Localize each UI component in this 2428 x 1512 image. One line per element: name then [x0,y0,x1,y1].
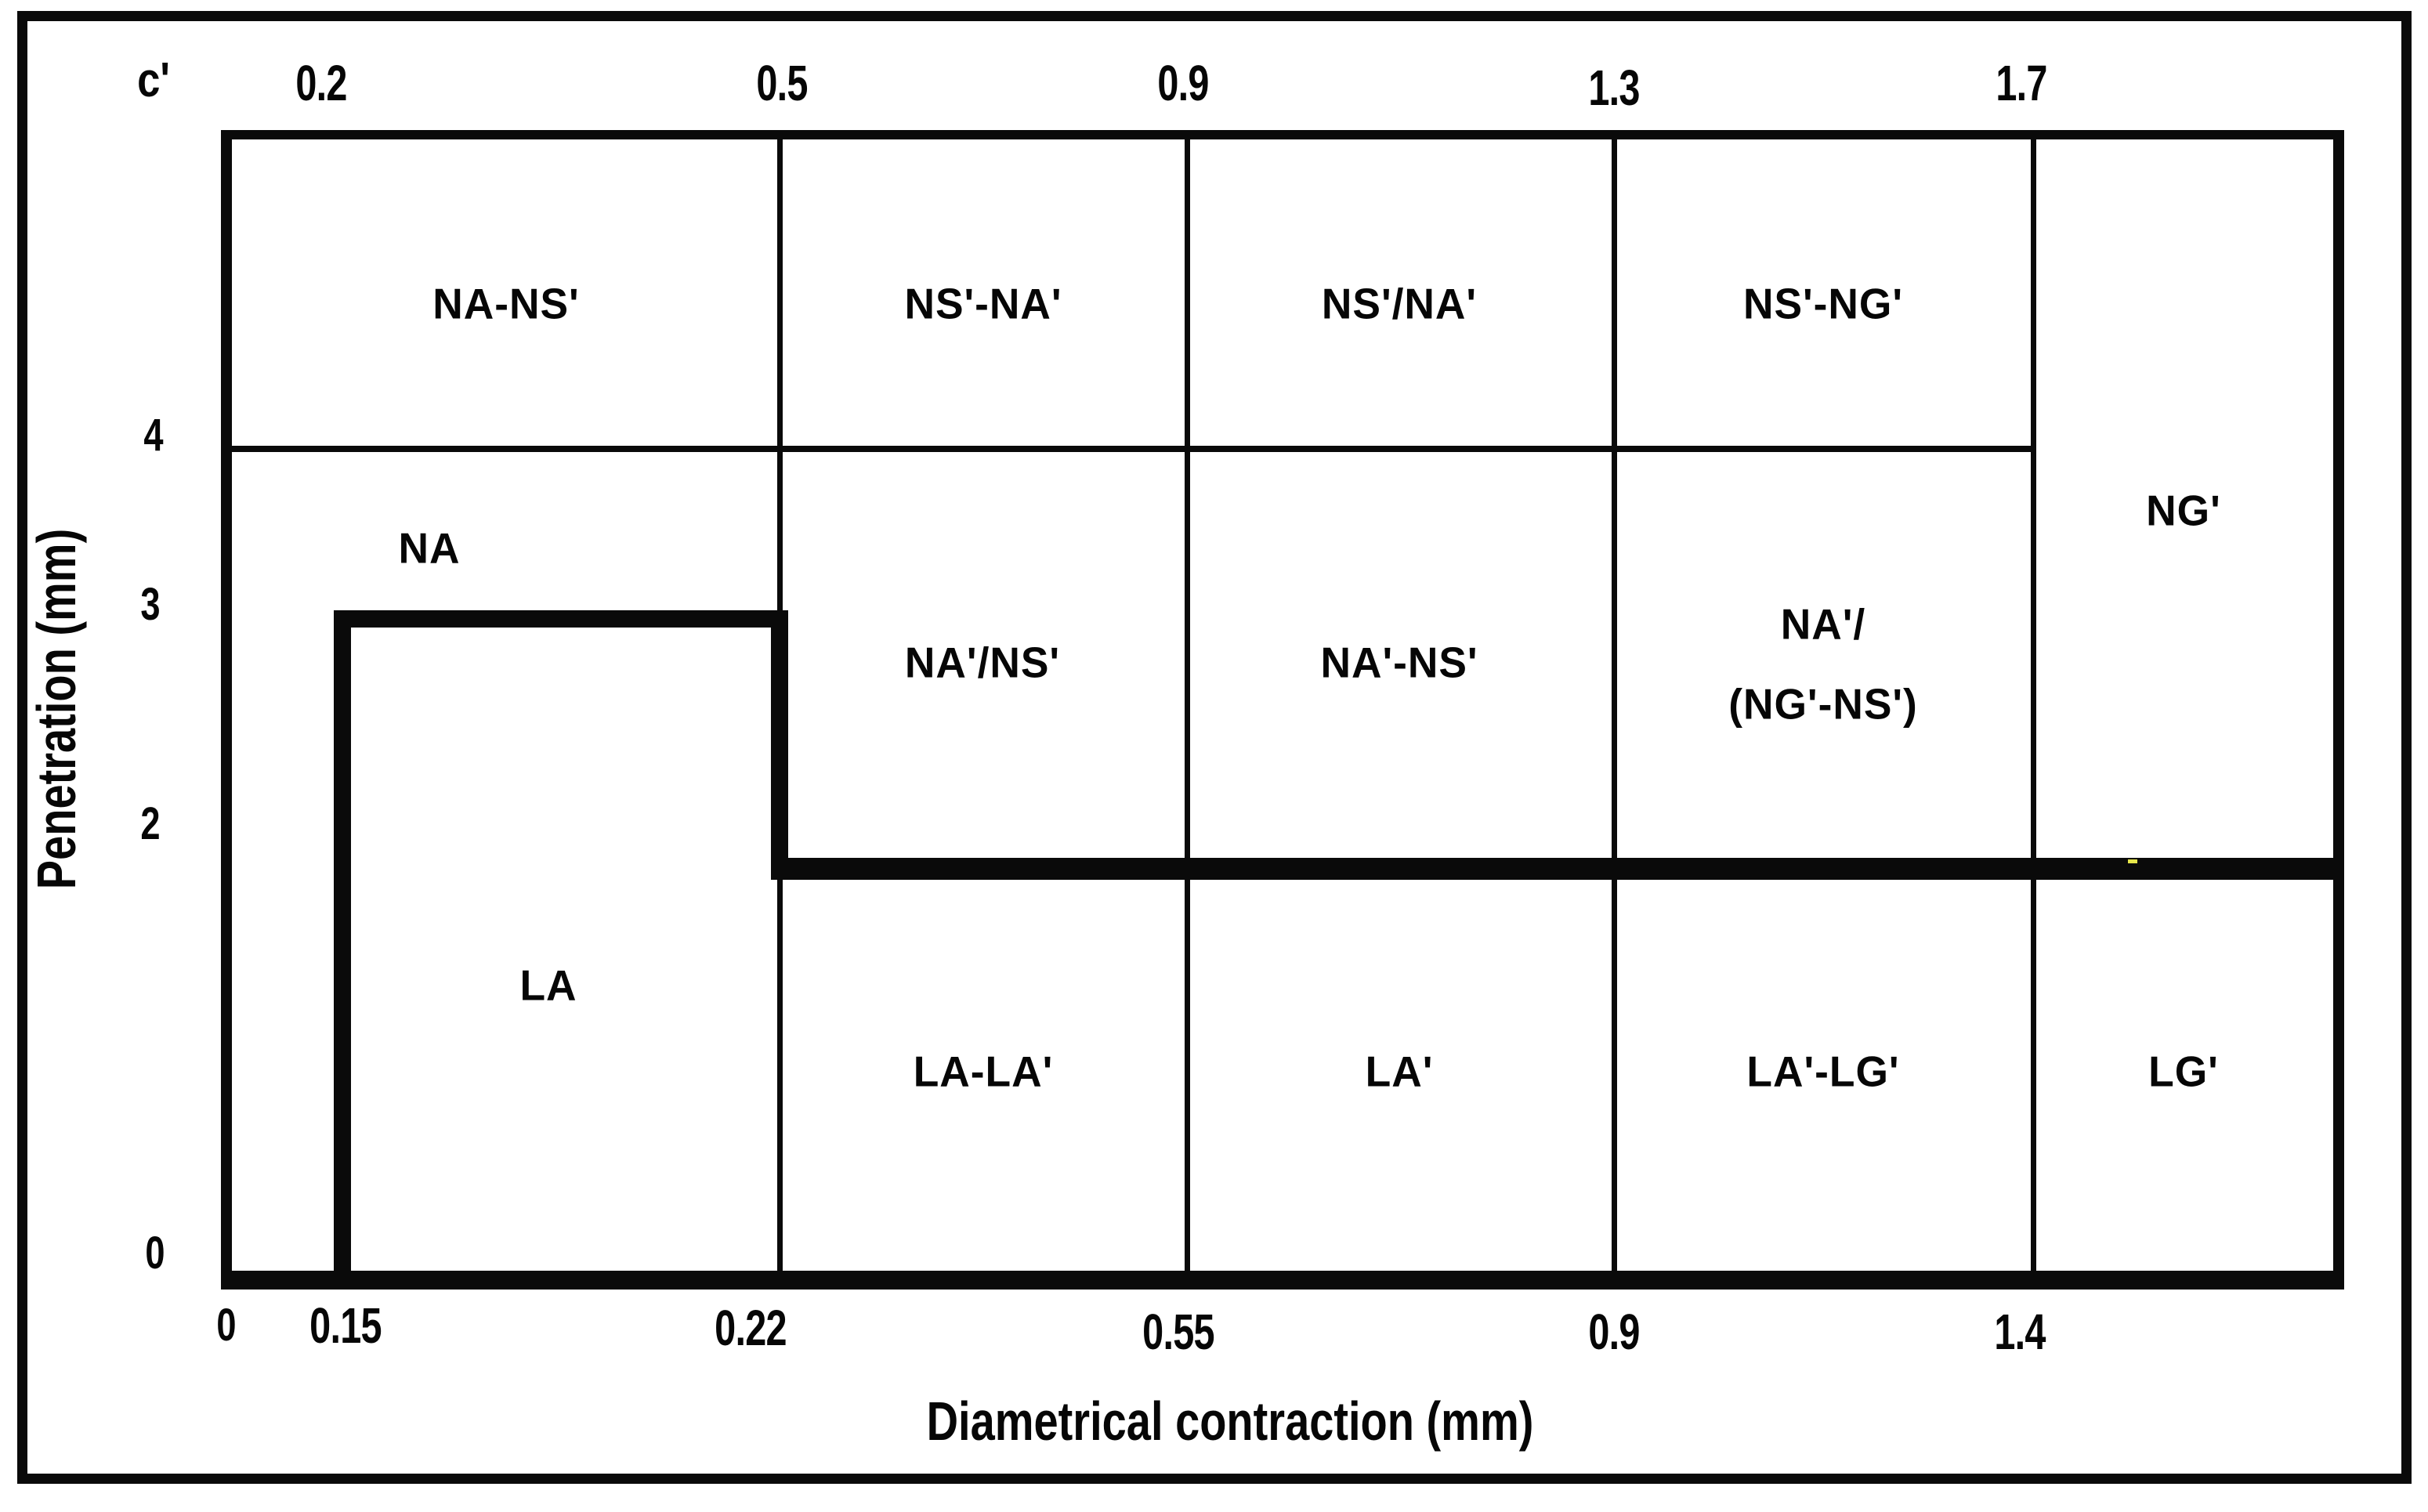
x-axis-title: Diametrical contraction (mm) [926,1391,1534,1452]
x-axis-tick-022: 0.22 [715,1300,787,1356]
region-label-la: LA [519,960,577,1010]
region-label-ns-na-hyphen: NS'-NA' [904,279,1062,328]
region-label-lg: LG' [2148,1047,2219,1096]
y-axis-tick-0: 0 [145,1228,165,1279]
region-label-ns-ng: NS'-NG' [1742,279,1904,328]
y-axis-tick-2: 2 [140,798,161,849]
y-axis-tick-4: 4 [143,410,164,461]
y-axis-title: Penetration (mm) [26,528,87,890]
figure-border [17,11,2412,1484]
artifact-yellow-mark [2128,859,2137,863]
y-axis-tick-3: 3 [140,579,161,630]
top-axis-tick-09: 0.9 [1157,55,1209,111]
step-boundary-long-horizontal [777,858,2336,880]
x-axis-tick-14: 1.4 [1994,1304,2046,1360]
region-label-ns-na-slash: NS'/NA' [1321,279,1478,328]
region-label-na: NA [398,523,461,573]
region-label-la-la: LA-LA' [913,1047,1054,1096]
top-axis-tick-13: 1.3 [1588,60,1640,116]
top-axis-tick-05: 0.5 [756,55,808,111]
step-boundary-left-vertical [334,610,351,1280]
x-axis-tick-055: 0.55 [1142,1304,1214,1360]
region-label-na-ns: NA-NS' [432,279,580,328]
region-label-na-ns-hyphen: NA'-NS' [1320,638,1478,687]
x-axis-tick-0: 0 [216,1300,237,1351]
x-axis-tick-09: 0.9 [1588,1304,1640,1360]
gridline-penetration-4 [226,446,2033,452]
region-label-na-ng-ns: NA'/ (NG'-NS') [1728,599,1918,728]
top-axis-tick-17: 1.7 [1996,55,2047,111]
gridline-vertical-c17 [2031,135,2036,1280]
top-axis-tick-02: 0.2 [295,55,347,111]
x-axis-tick-015: 0.15 [309,1297,382,1354]
region-label-la-lg: LA'-LG' [1746,1047,1900,1096]
step-boundary-top-horizontal [334,610,788,628]
step-boundary-right-vertical [771,610,788,880]
gridline-vertical-c09 [1185,135,1190,1280]
plot-area-frame [221,130,2344,1290]
top-axis-label-c-prime: c' [137,53,170,107]
region-label-ng: NG' [2146,486,2221,535]
region-label-la-prime: LA' [1365,1047,1434,1096]
region-label-na-ns-slash: NA'/NS' [904,638,1061,687]
gridline-vertical-c13 [1612,135,1617,1280]
